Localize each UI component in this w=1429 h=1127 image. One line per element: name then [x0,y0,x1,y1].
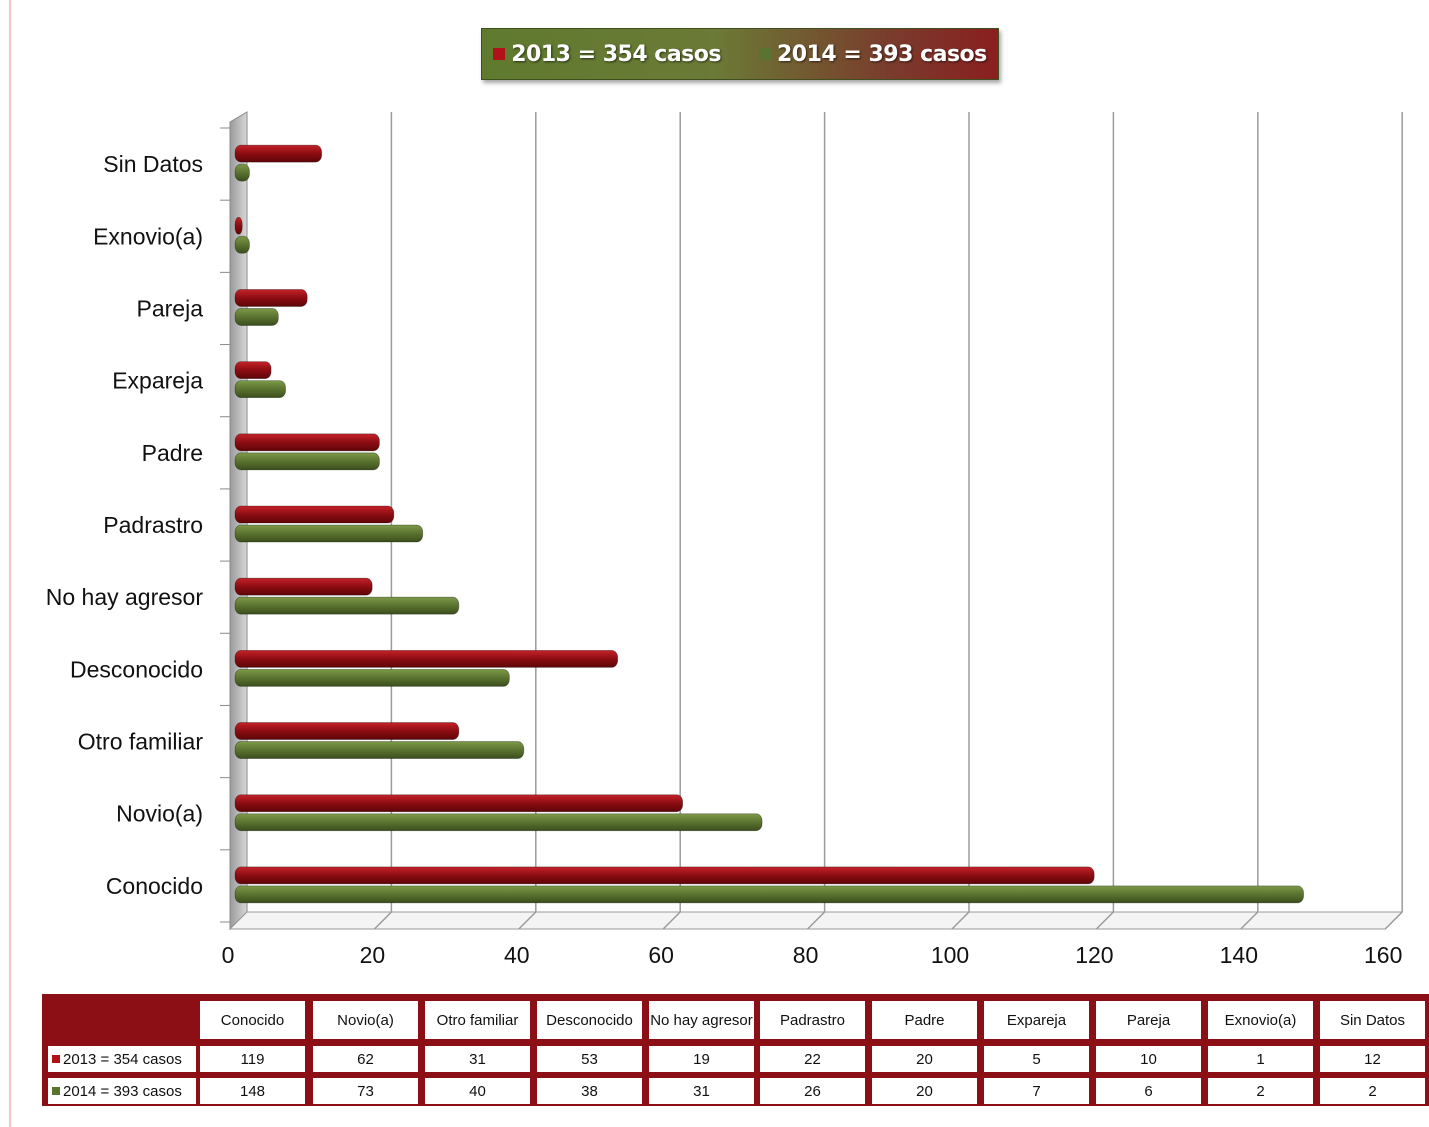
category-label: Otro familiar [78,729,204,755]
gridline-floor [1240,911,1259,930]
page-left-rule [9,0,11,1127]
table-cell: 53 [537,1046,642,1072]
bar-2013-No hay agresor [234,577,373,596]
bar-2013-Novio(a) [234,794,684,813]
category-label: Padre [142,440,203,466]
legend-item-2013: 2013 = 354 casos [493,42,721,67]
table-row-header: 2013 = 354 casos [48,1046,196,1072]
table-cell: 19 [649,1046,754,1072]
table-header-cell: Novio(a) [313,1001,418,1039]
legend-label-2014: 2014 = 393 casos [777,41,987,67]
gridline-floor [1095,911,1114,930]
bar-2014-Novio(a) [234,813,763,832]
row-label: 2013 = 354 casos [63,1050,182,1068]
gridline-floor [807,911,826,930]
table-header-cell: Conocido [200,1001,305,1039]
category-label: Sin Datos [103,151,203,177]
x-tick-label: 120 [1075,942,1113,968]
bar-2014-Padre [234,452,380,471]
row-label: 2014 = 393 casos [63,1082,182,1100]
table-header-cell: Otro familiar [425,1001,530,1039]
bar-chart: 0 20 40 60 80 100 120 140 160 Conocido Novio(a) Otr… [46,111,1404,968]
table-cell: 12 [1320,1046,1425,1072]
table-cell: 5 [984,1046,1089,1072]
table-header-cell: Exnovio(a) [1208,1001,1313,1039]
bar-2014-Exnovio(a) [234,235,250,254]
table-row-header: 2014 = 393 casos [48,1078,196,1104]
legend-label-2013: 2013 = 354 casos [511,41,721,67]
table-cell: 26 [760,1078,865,1104]
bar-2013-Sin Datos [234,144,323,163]
category-label: Expareja [112,368,203,394]
bar-2014-Expareja [234,380,286,399]
table-cell: 20 [872,1078,977,1104]
table-cell: 7 [984,1078,1089,1104]
x-tick-label: 0 [222,942,235,968]
table-header-cell: Desconocido [537,1001,642,1039]
table-cell: 38 [537,1078,642,1104]
gridline-floor [662,911,681,930]
category-label: Desconocido [70,656,203,682]
bar-2014-Sin Datos [234,163,250,182]
category-label: Pareja [137,295,204,321]
table-cell: 6 [1096,1078,1201,1104]
table-cell: 73 [313,1078,418,1104]
table-cell: 1 [1208,1046,1313,1072]
x-tick-label: 100 [931,942,969,968]
legend-item-2014: 2014 = 393 casos [759,42,987,67]
bar-2013-Padre [234,433,380,452]
table-cell: 148 [200,1078,305,1104]
table-cell: 62 [313,1046,418,1072]
data-table: Conocido Novio(a) Otro familiar Desconocido… [42,994,1429,1106]
bar-2014-Pareja [234,308,279,326]
table-header-cell: Expareja [984,1001,1089,1039]
table-cell: 119 [200,1046,305,1072]
x-tick-label: 40 [504,942,530,968]
table-cell: 10 [1096,1046,1201,1072]
table-cell: 2 [1320,1078,1425,1104]
table-header-cell: No hay agresor [649,1001,754,1039]
table-header-cell: Padre [872,1001,977,1039]
bar-2014-Desconocido [234,668,510,687]
row-swatch [52,1087,60,1095]
bar-2013-Pareja [234,289,308,307]
table-cell: 31 [425,1046,530,1072]
bar-2013-Exnovio(a) [234,216,243,235]
row-swatch [52,1055,60,1063]
x-tick-label: 20 [360,942,386,968]
gridline-floor [1384,911,1403,930]
table-header-cell: Sin Datos [1320,1001,1425,1039]
x-tick-label: 60 [648,942,674,968]
legend-swatch-2013 [493,48,506,60]
bar-2014-Otro familiar [234,741,525,759]
bar-2014-Conocido [234,885,1304,904]
gridline-floor [518,911,537,930]
gridline-floor [373,911,392,930]
x-tick-label: 140 [1220,942,1258,968]
x-tick-label: 80 [793,942,819,968]
table-cell: 2 [1208,1078,1313,1104]
table-cell: 40 [425,1078,530,1104]
table-cell: 31 [649,1078,754,1104]
category-label: Conocido [106,873,203,899]
bar-2013-Padrastro [234,505,395,524]
bar-2013-Expareja [234,361,272,380]
x-tick-label: 160 [1364,942,1402,968]
bar-2013-Desconocido [234,649,619,668]
gridline-floor [951,911,970,930]
bar-2013-Otro familiar [234,722,460,740]
table-header-cell: Pareja [1096,1001,1201,1039]
category-label: Exnovio(a) [93,223,203,249]
legend-swatch-2014 [759,48,771,60]
category-label: Padrastro [103,512,203,538]
category-label: No hay agresor [46,584,204,610]
table-cell: 20 [872,1046,977,1072]
chart-legend: 2013 = 354 casos 2014 = 393 casos [481,28,999,80]
bar-2014-Padrastro [234,524,424,543]
bar-2013-Conocido [234,866,1095,885]
table-header-cell: Padrastro [760,1001,865,1039]
category-label: Novio(a) [116,801,203,827]
bar-2014-No hay agresor [234,596,460,615]
table-cell: 22 [760,1046,865,1072]
